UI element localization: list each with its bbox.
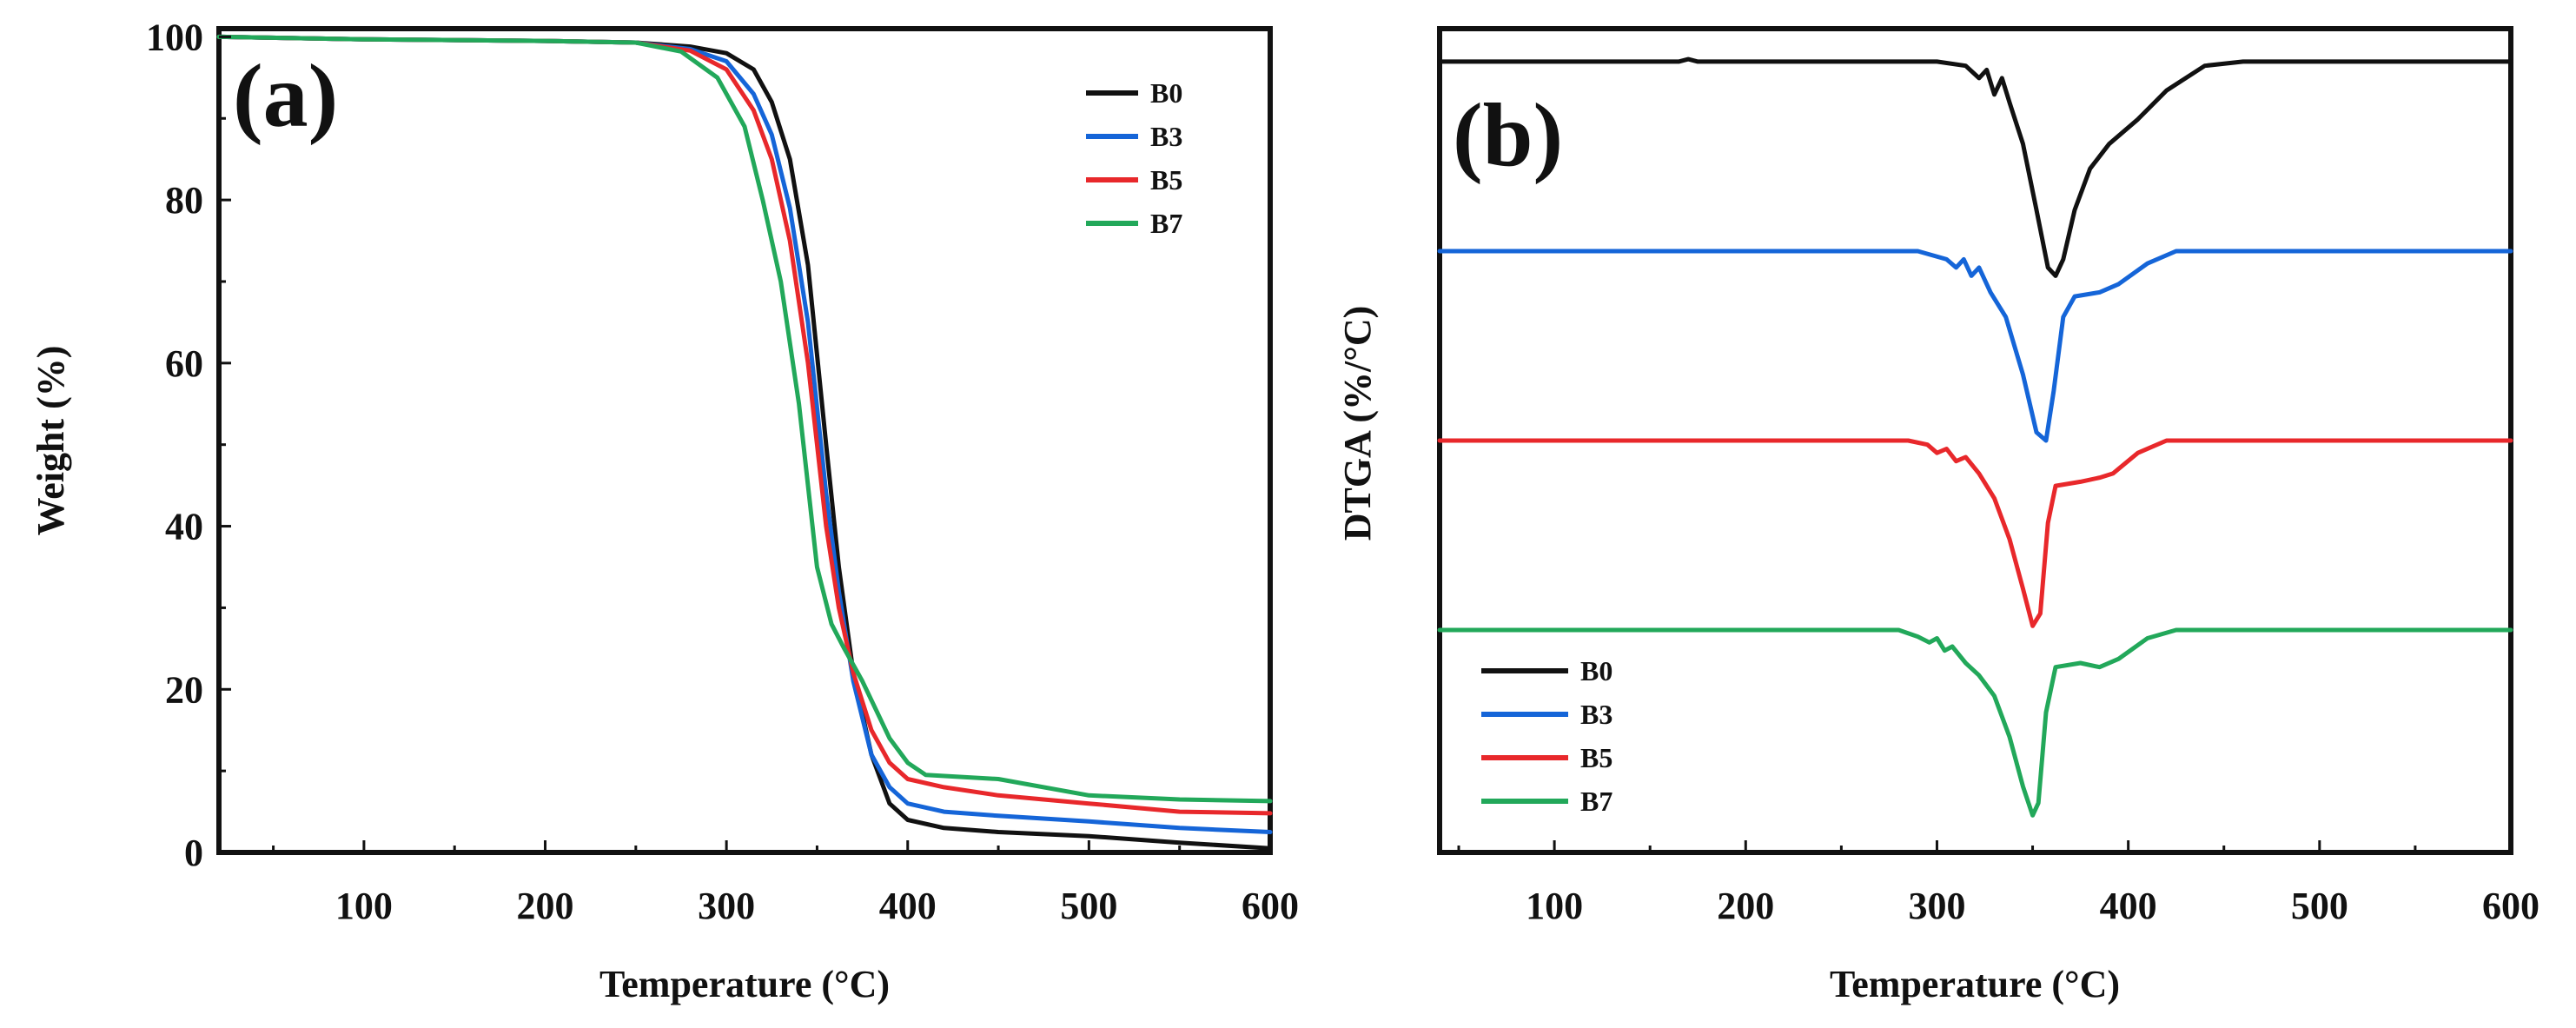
panel-b-series-line-b0 — [1437, 56, 2513, 278]
panel-b-x-axis-title: Temperature (°C) — [1830, 963, 2120, 1005]
panel-b-series-line-b7 — [1437, 627, 2513, 818]
panel-a-x-tick-label: 100 — [335, 885, 393, 927]
panel-b-legend-label-b5: B5 — [1580, 742, 1612, 773]
panel-b-x-tick-label: 400 — [2100, 885, 2157, 927]
panel-a-y-tick-label: 20 — [165, 668, 203, 711]
panel-a-y-tick-label: 40 — [165, 506, 203, 548]
panel-a-y-tick-label: 80 — [165, 179, 203, 222]
panel-b-label: (b) — [1453, 85, 1563, 185]
panel-a-x-tick-label: 500 — [1060, 885, 1117, 927]
panel-a-x-tick-label: 200 — [517, 885, 574, 927]
panel-a-label: (a) — [233, 46, 338, 146]
panel-b-series-group — [1437, 56, 2513, 818]
panel-a-x-axis-title: Temperature (°C) — [599, 963, 890, 1005]
panel-a-x-tick-label: 400 — [879, 885, 937, 927]
panel-a-x-axis: 100 200 300 400 500 600 — [272, 840, 1299, 927]
panel-a-y-tick-label: 100 — [146, 16, 203, 58]
panel-a-series-line-b3 — [216, 34, 1273, 834]
panel-b-legend-label-b7: B7 — [1580, 786, 1612, 817]
panel-b-y-axis-title: DTGA (%/°C) — [1336, 306, 1379, 541]
panel-a-x-tick-label: 300 — [698, 885, 755, 927]
panel-a-legend-label-b7: B7 — [1150, 208, 1182, 239]
panel-b-x-tick-label: 300 — [1908, 885, 1965, 927]
panel-a-tga-chart: 100 200 300 400 500 600 0 20 40 60 80 100 (a) Temp… — [30, 16, 1299, 1005]
panel-b-series-line-b3 — [1437, 249, 2513, 443]
panel-b-x-tick-label: 100 — [1526, 885, 1583, 927]
panel-a-x-tick-label: 600 — [1242, 885, 1299, 927]
panel-a-series-line-b5 — [216, 34, 1273, 816]
panel-a-y-axis-title: Weight (%) — [30, 346, 72, 536]
panel-a-y-tick-label: 60 — [165, 342, 203, 385]
panel-a-legend: B0 B3 B5 B7 — [1086, 77, 1182, 239]
panel-b-x-tick-label: 200 — [1717, 885, 1774, 927]
panel-a-y-axis: 0 20 40 60 80 100 — [146, 16, 231, 874]
panel-b-series-line-b5 — [1437, 438, 2513, 628]
panel-b-legend-label-b3: B3 — [1580, 699, 1612, 730]
panel-a-legend-label-b0: B0 — [1150, 77, 1182, 109]
panel-b-x-tick-label: 600 — [2482, 885, 2540, 927]
panel-a-y-tick-label: 0 — [184, 832, 203, 874]
panel-a-legend-label-b3: B3 — [1150, 121, 1182, 152]
panel-a-series-line-b7 — [216, 34, 1273, 804]
panel-b-dtga-chart: 100 200 300 400 500 600 (b) Temperature (°C) … — [1336, 26, 2540, 1005]
panel-a-series-line-b0 — [216, 34, 1273, 851]
panel-b-x-tick-label: 500 — [2291, 885, 2348, 927]
panel-a-legend-label-b5: B5 — [1150, 164, 1182, 196]
panel-a-plot-frame — [216, 26, 1273, 855]
panel-b-legend-label-b0: B0 — [1580, 655, 1612, 686]
panel-a-series-group — [216, 34, 1273, 851]
panel-b-x-axis: 100 200 300 400 500 600 — [1457, 840, 2540, 927]
panel-b-legend: B0 B3 B5 B7 — [1481, 655, 1612, 817]
